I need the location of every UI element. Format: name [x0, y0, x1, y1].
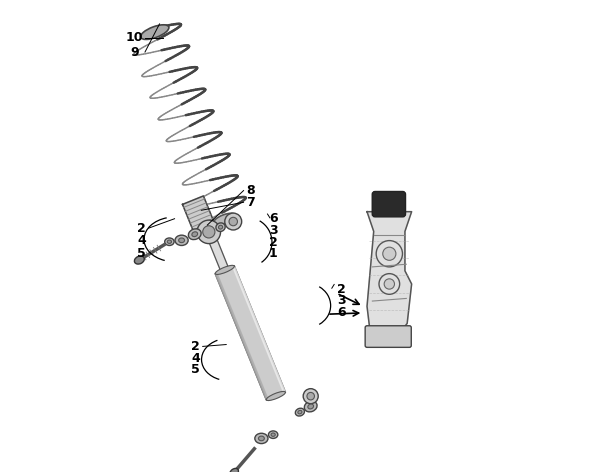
Ellipse shape: [269, 431, 278, 438]
Ellipse shape: [214, 213, 236, 225]
Ellipse shape: [384, 279, 395, 289]
Text: 4: 4: [192, 352, 200, 365]
Ellipse shape: [271, 433, 275, 437]
Ellipse shape: [193, 223, 217, 236]
Text: 2: 2: [337, 283, 346, 295]
Polygon shape: [233, 266, 285, 393]
Ellipse shape: [197, 220, 220, 244]
Text: 9: 9: [130, 46, 139, 58]
Ellipse shape: [303, 389, 318, 404]
Ellipse shape: [167, 240, 171, 243]
Ellipse shape: [382, 247, 396, 260]
Ellipse shape: [141, 25, 169, 39]
Text: 4: 4: [137, 234, 146, 247]
Text: 2: 2: [137, 222, 146, 235]
Text: 6: 6: [269, 212, 277, 225]
Ellipse shape: [308, 404, 313, 409]
Ellipse shape: [296, 408, 305, 416]
Ellipse shape: [203, 226, 215, 238]
Text: 2: 2: [192, 340, 200, 353]
Ellipse shape: [218, 225, 223, 229]
Ellipse shape: [188, 229, 201, 239]
Text: 5: 5: [192, 363, 200, 376]
Text: 3: 3: [269, 224, 277, 237]
Ellipse shape: [379, 274, 400, 294]
Ellipse shape: [216, 223, 225, 231]
Text: 1: 1: [269, 247, 277, 260]
Text: 5: 5: [137, 247, 146, 260]
Ellipse shape: [255, 433, 268, 444]
Ellipse shape: [230, 468, 239, 475]
FancyBboxPatch shape: [372, 191, 406, 217]
Text: 3: 3: [337, 294, 346, 307]
Polygon shape: [182, 196, 215, 234]
Polygon shape: [215, 266, 285, 400]
Polygon shape: [367, 212, 412, 343]
Ellipse shape: [165, 238, 174, 246]
Polygon shape: [206, 231, 235, 286]
Ellipse shape: [304, 401, 317, 412]
Ellipse shape: [225, 213, 242, 230]
Text: 2: 2: [269, 236, 277, 249]
FancyBboxPatch shape: [365, 326, 411, 347]
Ellipse shape: [179, 238, 185, 243]
Ellipse shape: [135, 256, 144, 264]
Ellipse shape: [215, 266, 234, 275]
Text: 10: 10: [126, 31, 143, 45]
Ellipse shape: [258, 436, 264, 441]
Text: 8: 8: [246, 184, 255, 197]
Ellipse shape: [307, 392, 315, 400]
Ellipse shape: [192, 232, 198, 237]
Ellipse shape: [229, 218, 237, 226]
Ellipse shape: [175, 235, 188, 246]
Ellipse shape: [298, 410, 302, 414]
Text: 6: 6: [337, 306, 346, 319]
Text: 7: 7: [246, 196, 255, 209]
Polygon shape: [215, 273, 268, 400]
Ellipse shape: [266, 391, 285, 400]
Ellipse shape: [376, 241, 403, 267]
